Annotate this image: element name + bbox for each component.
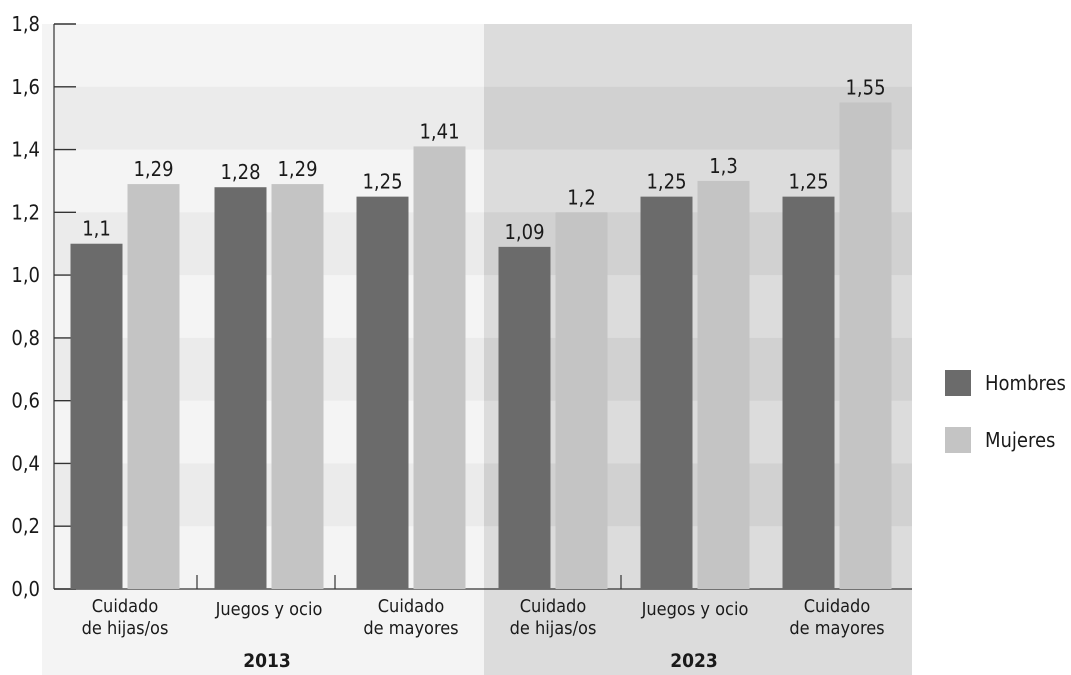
value-label-mujeres: 1,2 [567,185,596,209]
legend-item-mujeres: Mujeres [945,425,1066,455]
bar-mujeres [839,102,892,589]
category-label: de mayores [363,618,458,639]
band-2013 [54,337,484,401]
category-label: Cuidado [92,596,159,617]
value-label-mujeres: 1,55 [845,75,885,99]
y-tick-label: 0,0 [11,577,40,601]
category-label: Juegos y ocio [641,599,749,620]
band-2013 [54,463,484,527]
category-label: de mayores [789,618,884,639]
value-label-mujeres: 1,3 [709,154,738,178]
legend-item-hombres: Hombres [945,368,1066,398]
category-label: Cuidado [804,596,871,617]
value-label-mujeres: 1,41 [419,119,459,143]
bar-hombres [70,243,123,589]
legend-swatch-mujeres [945,427,971,453]
y-tick-label: 1,0 [11,263,40,287]
category-label: Cuidado [378,596,445,617]
bar-hombres [640,196,693,589]
bar-hombres [782,196,835,589]
value-label-hombres: 1,28 [220,160,260,184]
value-label-mujeres: 1,29 [277,157,317,181]
y-tick-label: 1,4 [11,138,40,162]
bar-mujeres [413,146,466,589]
legend-swatch-hombres [945,370,971,396]
category-label: Juegos y ocio [215,599,323,620]
y-tick-label: 0,2 [11,514,40,538]
value-label-mujeres: 1,29 [133,157,173,181]
y-tick-label: 1,2 [11,200,40,224]
value-label-hombres: 1,25 [362,170,402,194]
group-label-2013: 2013 [243,650,291,672]
bar-mujeres [555,212,608,590]
value-label-hombres: 1,09 [504,220,544,244]
bar-hombres [498,246,551,589]
group-label-2023: 2023 [670,650,718,672]
bar-mujeres [697,180,750,589]
legend: Hombres Mujeres [945,368,1066,482]
value-label-hombres: 1,25 [788,170,828,194]
y-tick-label: 0,6 [11,389,40,413]
value-label-hombres: 1,25 [646,170,686,194]
y-tick-label: 0,4 [11,451,40,475]
value-label-hombres: 1,1 [82,217,111,241]
y-tick-label: 0,8 [11,326,40,350]
category-label: Cuidado [520,596,587,617]
legend-label-mujeres: Mujeres [985,428,1056,452]
bar-hombres [214,187,267,589]
band-2013 [54,86,484,150]
bar-mujeres [271,184,324,590]
bar-mujeres [127,184,180,590]
bar-hombres [356,196,409,589]
legend-label-hombres: Hombres [985,371,1066,395]
y-tick-label: 1,6 [11,75,40,99]
category-label: de hijas/os [82,618,169,639]
y-tick-label: 1,8 [11,12,40,36]
category-label: de hijas/os [510,618,597,639]
band-2013 [54,212,484,276]
